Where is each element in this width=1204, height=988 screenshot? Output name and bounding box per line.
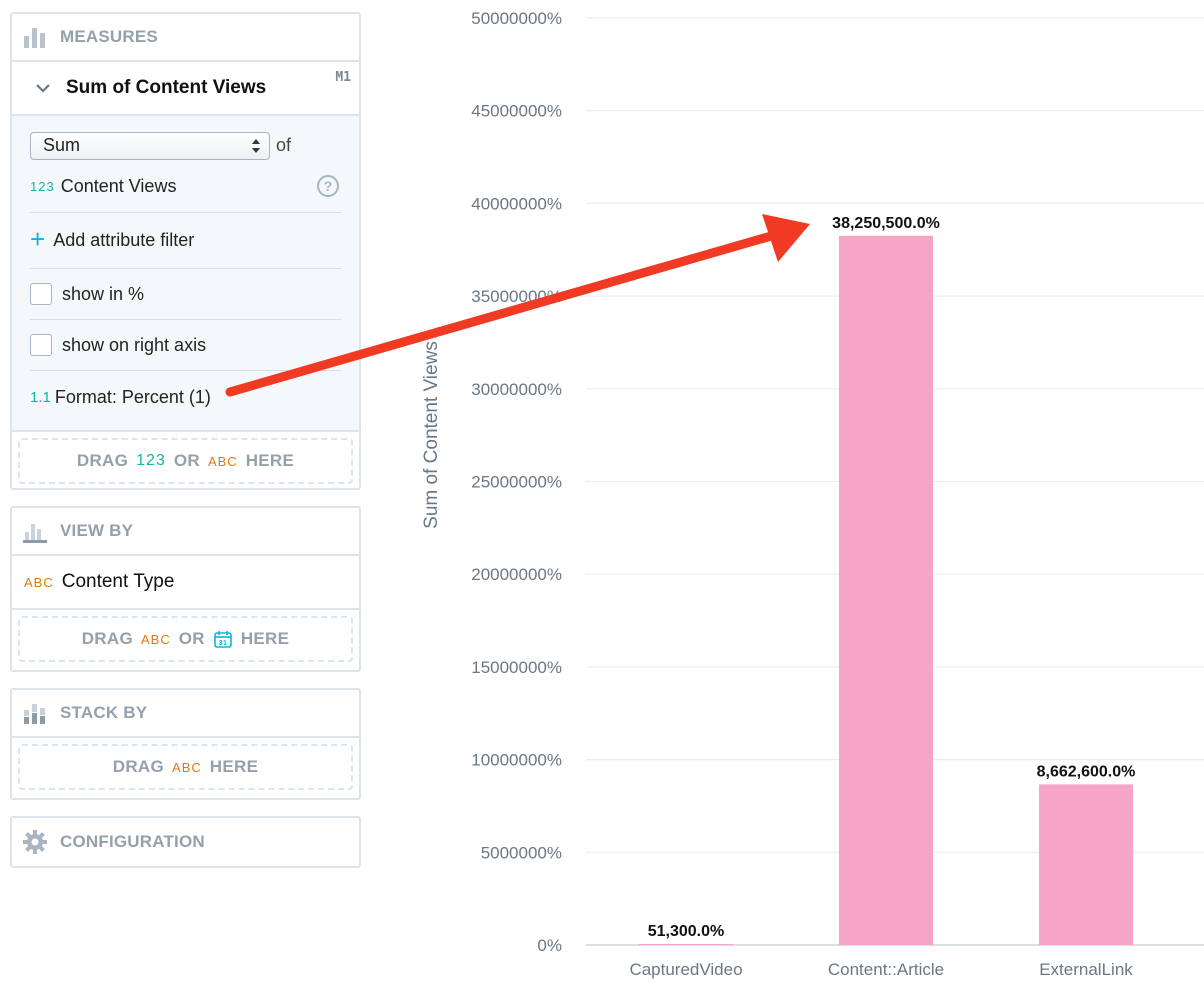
attribute-badge-icon: ABC (207, 453, 238, 469)
stacked-bar-icon (24, 704, 45, 724)
show-right-axis-option[interactable]: show on right axis (30, 320, 341, 370)
format-label: Format: Percent (1) (54, 386, 211, 407)
format-badge-icon: 1.1 (30, 388, 51, 406)
configuration-header-label: CONFIGURATION (60, 832, 205, 851)
divider (30, 268, 341, 269)
measure-title: Sum of Content Views (66, 77, 267, 98)
y-tick-label: 0% (537, 936, 562, 955)
of-label: of (276, 135, 292, 155)
divider (12, 430, 359, 432)
help-icon[interactable]: ? (317, 175, 339, 197)
y-tick-label: 15000000% (471, 658, 562, 677)
show-percent-checkbox[interactable] (30, 283, 52, 305)
bar (1039, 784, 1133, 945)
drop-drag-label: DRAG (81, 629, 133, 648)
calendar-icon: 31 (214, 631, 232, 648)
stack-by-panel: STACK BY DRAG ABC HERE (10, 688, 361, 800)
divider (12, 60, 359, 62)
divider (12, 554, 359, 556)
aggregation-value: Sum (43, 135, 81, 155)
aggregation-row: Sum of (30, 116, 341, 160)
show-percent-option[interactable]: show in % (30, 269, 341, 319)
data-label: 8,662,600.0% (1037, 763, 1136, 780)
svg-text:31: 31 (219, 640, 227, 647)
drop-or-label: OR (178, 629, 205, 648)
data-label: 51,300.0% (648, 923, 725, 940)
view-by-panel: VIEW BY ABC Content Type DRAG ABC OR 31 … (10, 506, 361, 672)
divider (30, 319, 341, 320)
measures-header-label: MEASURES (60, 27, 158, 46)
drop-here-label: HERE (240, 629, 290, 648)
number-badge-icon: 123 (136, 452, 166, 469)
view-by-header: VIEW BY (12, 508, 359, 554)
view-by-header-label: VIEW BY (60, 521, 134, 540)
drop-drag-label: DRAG (112, 757, 165, 776)
measure-settings: Sum of 123 Content Views ? + Add attribu… (12, 116, 359, 430)
divider (30, 212, 341, 213)
x-category-label: ExternalLink (1039, 960, 1133, 979)
configuration-header[interactable]: CONFIGURATION (12, 818, 359, 866)
select-arrows-icon (252, 138, 260, 153)
view-by-item-label: Content Type (61, 571, 175, 592)
divider (12, 114, 359, 116)
y-axis-title: Sum of Content Views (421, 341, 442, 529)
y-tick-label: 35000000% (471, 287, 562, 306)
add-attribute-filter-button[interactable]: + Add attribute filter (30, 213, 341, 268)
show-right-axis-label: show on right axis (62, 334, 207, 355)
format-option[interactable]: 1.1 Format: Percent (1) (30, 371, 341, 423)
y-tick-label: 25000000% (471, 473, 562, 492)
measures-header: MEASURES (12, 14, 359, 60)
bar (839, 235, 933, 946)
y-tick-label: 20000000% (471, 565, 562, 584)
x-category-label: Content::Article (828, 960, 944, 979)
number-badge-icon: 123 (30, 178, 55, 194)
divider (12, 608, 359, 610)
drop-or-label: OR (173, 451, 200, 470)
stack-by-header-label: STACK BY (60, 703, 148, 722)
measure-field-name: Content Views (60, 175, 177, 196)
bar (639, 944, 733, 945)
add-filter-label: Add attribute filter (53, 230, 195, 250)
show-right-axis-checkbox[interactable] (30, 334, 52, 356)
y-tick-label: 10000000% (471, 751, 562, 770)
configuration-panel[interactable]: CONFIGURATION (10, 816, 361, 868)
gear-icon (23, 830, 47, 854)
drop-here-label: HERE (209, 757, 259, 776)
y-tick-label: 5000000% (481, 843, 562, 862)
x-category-label: CapturedVideo (629, 960, 742, 979)
y-tick-label: 30000000% (471, 380, 562, 399)
attribute-badge-icon: ABC (140, 631, 171, 647)
y-tick-label: 50000000% (471, 9, 562, 28)
chevron-down-icon[interactable] (34, 79, 52, 97)
attribute-badge-icon: ABC (172, 759, 202, 775)
drop-here-label: HERE (245, 451, 295, 470)
plus-icon: + (30, 224, 46, 254)
divider (30, 370, 341, 371)
y-tick-label: 40000000% (471, 194, 562, 213)
aggregation-select[interactable]: Sum (30, 131, 270, 160)
drop-drag-label: DRAG (76, 451, 129, 470)
bar-chart-icon (24, 28, 45, 48)
measure-field-row: 123 Content Views ? (30, 168, 341, 204)
measures-panel: MEASURES Sum of Content Views M1 Sum of (10, 12, 361, 490)
stack-by-drop-zone[interactable]: DRAG ABC HERE (18, 744, 353, 790)
view-by-item[interactable]: ABC Content Type (12, 556, 359, 608)
measures-drop-zone[interactable]: DRAG 123 OR ABC HERE (18, 438, 353, 484)
bar-chart: 0% 5000000% 10000000% 15000000% 20000000% 250… (421, 9, 1204, 979)
y-tick-label: 45000000% (471, 102, 562, 121)
data-label: 38,250,500.0% (832, 215, 940, 232)
measure-item-header[interactable]: Sum of Content Views M1 (12, 62, 359, 114)
show-percent-label: show in % (62, 283, 145, 304)
view-by-icon (23, 524, 47, 543)
stack-by-header: STACK BY (12, 690, 359, 736)
divider (12, 736, 359, 738)
attribute-badge-icon: ABC (24, 574, 54, 590)
view-by-drop-zone[interactable]: DRAG ABC OR 31 HERE (18, 616, 353, 662)
measure-tag: M1 (335, 70, 351, 85)
